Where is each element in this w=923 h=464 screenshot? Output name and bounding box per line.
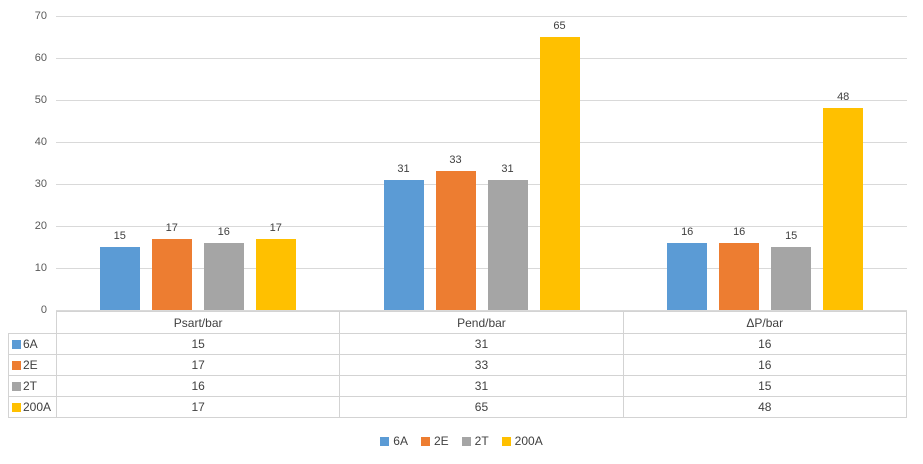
bar-6a <box>667 242 708 310</box>
y-axis-tick-label: 70 <box>34 10 47 22</box>
y-axis-tick-label: 50 <box>34 94 47 106</box>
bar-2t <box>203 242 244 310</box>
legend-item-6a: 6A <box>380 434 408 448</box>
bar-value-label: 65 <box>553 20 566 32</box>
bar-2t <box>771 247 812 310</box>
y-axis-tick-label: 10 <box>34 262 47 274</box>
bar-value-label: 31 <box>501 162 514 175</box>
bar-6a <box>383 179 424 310</box>
series-swatch-icon <box>12 403 21 412</box>
legend-item-200a: 200A <box>501 434 543 448</box>
table-category-header: ΔP/bar <box>622 311 907 334</box>
bar-value-label: 16 <box>681 225 694 238</box>
bar-200a <box>255 238 296 310</box>
y-axis-tick-label: 40 <box>34 136 47 148</box>
table-series-label: 200A <box>8 396 57 418</box>
table-value-cell: 17 <box>55 354 341 376</box>
bar-value-label: 31 <box>397 162 410 175</box>
chart-legend: 6A 2E 2T 200A <box>0 434 923 448</box>
legend-item-2e: 2E <box>420 434 449 448</box>
table-row: 2T 16 31 15 <box>8 375 907 397</box>
bar-value-label: 15 <box>113 230 126 242</box>
legend-swatch-icon <box>380 436 390 446</box>
table-value-cell: 31 <box>339 333 624 355</box>
data-table: Psart/bar Pend/bar ΔP/bar 6A 15 31 16 2E 17 33 16 2… <box>8 311 907 418</box>
table-value-cell: 15 <box>55 333 341 355</box>
gridline <box>56 268 907 269</box>
series-swatch-icon <box>12 382 21 391</box>
bar-2e <box>435 171 476 310</box>
table-value-cell: 65 <box>339 396 624 418</box>
table-value-cell: 31 <box>339 375 624 397</box>
legend-label: 2E <box>433 434 449 448</box>
gridline <box>56 58 907 59</box>
bar-value-label: 16 <box>733 225 746 238</box>
table-value-cell: 15 <box>622 375 907 397</box>
table-category-header: Psart/bar <box>55 311 341 334</box>
y-axis-tick-label: 0 <box>40 304 47 316</box>
table-corner-cell <box>9 312 57 334</box>
table-value-cell: 33 <box>339 354 624 376</box>
bar-value-label: 48 <box>837 91 850 104</box>
table-value-cell: 16 <box>622 354 907 376</box>
table-value-cell: 48 <box>622 396 907 418</box>
legend-item-2t: 2T <box>461 434 489 448</box>
legend-label: 200A <box>514 434 543 448</box>
bar-2t <box>487 179 528 310</box>
table-value-cell: 16 <box>55 375 341 397</box>
bar-2e <box>719 242 760 310</box>
gridline <box>56 16 907 17</box>
table-value-cell: 16 <box>622 333 907 355</box>
bar-200a <box>823 108 864 310</box>
table-series-label: 2E <box>8 354 57 376</box>
gridline <box>56 184 907 185</box>
series-swatch-icon <box>12 361 21 370</box>
bar-200a <box>539 37 580 310</box>
table-row: 200A 17 65 48 <box>8 396 907 418</box>
y-axis-tick-label: 20 <box>34 220 47 232</box>
bar-value-label: 15 <box>785 230 798 242</box>
table-row: 2E 17 33 16 <box>8 354 907 376</box>
series-swatch-icon <box>12 340 21 349</box>
table-category-header: Pend/bar <box>339 311 624 334</box>
bar-value-label: 33 <box>449 154 462 167</box>
gridline <box>56 226 907 227</box>
table-series-label: 6A <box>8 333 57 355</box>
legend-swatch-icon <box>420 436 430 446</box>
y-axis-tick-label: 60 <box>34 52 47 64</box>
table-series-label: 2T <box>8 375 57 397</box>
bar-value-label: 17 <box>165 221 178 234</box>
gridline <box>56 310 907 311</box>
legend-swatch-icon <box>501 436 511 446</box>
table-row: 6A 15 31 16 <box>8 333 907 355</box>
bar-6a <box>99 247 140 310</box>
legend-label: 6A <box>393 434 408 448</box>
bar-value-label: 16 <box>217 225 230 238</box>
gridline <box>56 100 907 101</box>
gridline <box>56 142 907 143</box>
legend-swatch-icon <box>461 436 471 446</box>
y-axis-tick-label: 30 <box>34 178 47 190</box>
bar-2e <box>151 238 192 310</box>
bar-value-label: 17 <box>269 221 282 234</box>
legend-label: 2T <box>474 434 489 448</box>
table-value-cell: 17 <box>55 396 341 418</box>
